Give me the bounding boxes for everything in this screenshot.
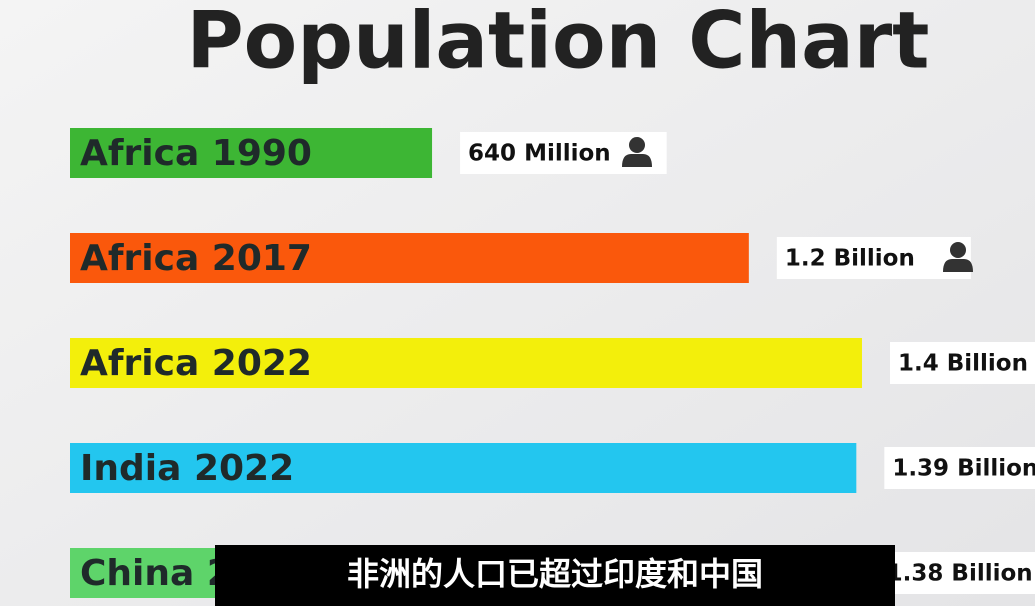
value-label-box	[776, 237, 971, 279]
value-label: 1.38 Billion	[887, 561, 1033, 587]
value-label: 1.39 Billion	[892, 456, 1035, 482]
bar	[70, 233, 749, 283]
category-label: India 2022	[80, 448, 294, 489]
bar	[70, 128, 433, 178]
value-label: 1.2 Billion	[785, 246, 915, 272]
category-label: Africa 2022	[80, 343, 312, 384]
value-label-box	[878, 552, 1035, 594]
subtitle: 非洲的人口已超过印度和中国	[347, 555, 763, 593]
bar	[70, 338, 862, 388]
value-label-box	[889, 342, 1035, 384]
value-label: 640 Million	[468, 141, 611, 167]
category-label: Africa 2017	[80, 238, 312, 279]
value-label: 1.4 Billion	[898, 351, 1028, 377]
value-label-box	[884, 447, 1035, 489]
bar	[70, 443, 857, 493]
category-label: Africa 1990	[80, 133, 312, 174]
chart-title: Population Chart	[187, 0, 930, 86]
subtitle-box	[215, 545, 895, 606]
